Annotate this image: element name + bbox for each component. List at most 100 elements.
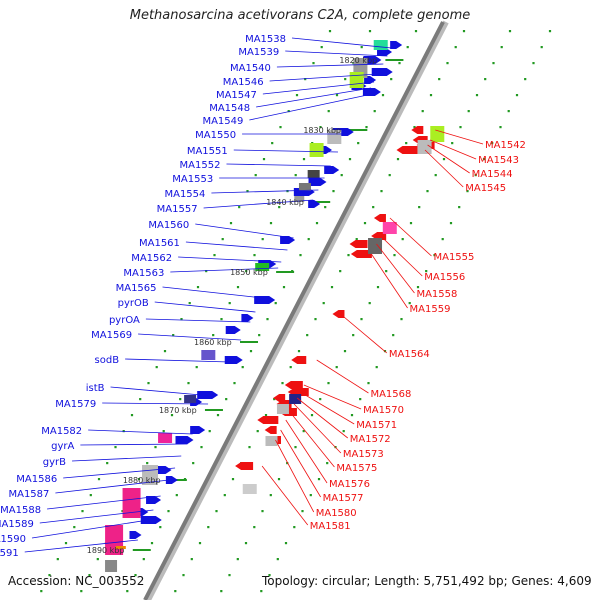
gene-label-ma1546[interactable]: MA1546 <box>223 77 264 88</box>
gene-label-ma1545[interactable]: MA1545 <box>465 183 506 194</box>
reverse-gene-arrow <box>396 146 418 154</box>
gene-label-ma1586[interactable]: MA1586 <box>16 474 57 485</box>
tick-mark <box>421 110 424 113</box>
tick-mark <box>388 174 391 177</box>
gene-label-ma1543[interactable]: MA1543 <box>478 155 519 166</box>
gene-label-gyrb[interactable]: gyrB <box>43 457 66 468</box>
gene-label-ma1587[interactable]: MA1587 <box>8 489 49 500</box>
gene-label-ma1558[interactable]: MA1558 <box>416 289 457 300</box>
gene-label-ma1576[interactable]: MA1576 <box>329 479 370 490</box>
tick-mark <box>130 414 134 417</box>
gene-label-ma1554[interactable]: MA1554 <box>164 189 205 200</box>
kbp-label: 1890 kbp <box>87 546 125 555</box>
reverse-gene-arrow <box>273 394 286 402</box>
gene-label-ma1556[interactable]: MA1556 <box>424 272 465 283</box>
gene-label-ma1540[interactable]: MA1540 <box>230 63 271 74</box>
gene-label-ma1555[interactable]: MA1555 <box>433 252 474 263</box>
gene-label-ma1570[interactable]: MA1570 <box>363 405 404 416</box>
gene-label-ma1553[interactable]: MA1553 <box>172 174 213 185</box>
gene-label-ma1577[interactable]: MA1577 <box>323 493 364 504</box>
kbp-label: 1850 kbp <box>230 268 268 277</box>
gene-block <box>255 263 270 271</box>
tick-mark <box>317 478 321 481</box>
gene-label-ma1557[interactable]: MA1557 <box>157 204 198 215</box>
gene-label-pyroa[interactable]: pyrOA <box>109 315 140 326</box>
kbp-label: 1820 kbp <box>339 56 377 65</box>
gene-label-ma1589[interactable]: MA1589 <box>0 519 34 530</box>
forward-gene-arrow <box>129 531 142 539</box>
gene-label-ma1550[interactable]: MA1550 <box>195 130 236 141</box>
gene-label-ma1575[interactable]: MA1575 <box>336 463 377 474</box>
gene-label-ma1544[interactable]: MA1544 <box>472 169 513 180</box>
tick-mark <box>154 446 157 449</box>
gene-block <box>289 394 302 404</box>
gene-label-ma1560[interactable]: MA1560 <box>148 220 189 231</box>
tick-mark <box>192 462 195 465</box>
gene-label-ma1547[interactable]: MA1547 <box>216 90 257 101</box>
reverse-gene-arrow <box>264 426 277 434</box>
gene-label-ma1568[interactable]: MA1568 <box>370 389 411 400</box>
tick-mark <box>363 222 367 225</box>
tick-mark <box>261 510 264 513</box>
gene-label-ma1562[interactable]: MA1562 <box>131 253 172 264</box>
tick-mark <box>381 94 385 97</box>
gene-label-ma1571[interactable]: MA1571 <box>356 420 397 431</box>
tick-mark <box>340 174 343 177</box>
gene-label-sodb[interactable]: sodB <box>95 355 120 366</box>
gene-label-ma1581[interactable]: MA1581 <box>310 521 351 532</box>
gene-label-ma1559[interactable]: MA1559 <box>410 304 451 315</box>
gene-block <box>430 126 445 142</box>
tick-mark <box>314 318 317 321</box>
gene-label-ma1588[interactable]: MA1588 <box>0 505 41 516</box>
gene-block <box>327 130 342 144</box>
gene-label-ma1579[interactable]: MA1579 <box>55 399 96 410</box>
tick-mark <box>532 62 535 65</box>
gene-label-ma1539[interactable]: MA1539 <box>238 47 279 58</box>
gene-label-ma1548[interactable]: MA1548 <box>209 103 250 114</box>
gene-label-ma1538[interactable]: MA1538 <box>245 34 286 45</box>
leader-line <box>296 397 349 439</box>
tick-mark <box>433 254 436 257</box>
tick-mark <box>228 302 231 305</box>
gene-label-ma1590[interactable]: MA1590 <box>0 534 26 545</box>
leader-line <box>293 403 342 454</box>
gene-label-ma1564[interactable]: MA1564 <box>389 349 430 360</box>
gene-label-istb[interactable]: istB <box>86 383 105 394</box>
gene-label-ma1565[interactable]: MA1565 <box>116 283 157 294</box>
tick-mark <box>262 158 266 161</box>
gene-label-ma1542[interactable]: MA1542 <box>485 140 526 151</box>
gene-label-ma1573[interactable]: MA1573 <box>343 449 384 460</box>
tick-mark <box>301 510 304 513</box>
gene-label-ma1552[interactable]: MA1552 <box>180 160 221 171</box>
tick-mark <box>256 430 259 433</box>
gene-label-ma1580[interactable]: MA1580 <box>316 508 357 519</box>
tick-mark <box>188 302 191 305</box>
tick-mark <box>155 366 158 369</box>
leader-line <box>178 256 282 263</box>
tick-mark <box>408 302 411 305</box>
gene-label-pyrob[interactable]: pyrOB <box>118 298 149 309</box>
leader-line <box>340 313 388 354</box>
forward-gene-arrow <box>225 326 241 334</box>
tick-mark <box>236 286 240 289</box>
gene-label-ma1572[interactable]: MA1572 <box>350 434 391 445</box>
gene-label-ma1561[interactable]: MA1561 <box>139 238 180 249</box>
tick-mark <box>97 478 101 481</box>
gene-label-ma1582[interactable]: MA1582 <box>41 426 82 437</box>
tick-mark <box>241 366 244 369</box>
gene-label-ma1551[interactable]: MA1551 <box>187 146 228 157</box>
leader-line <box>203 199 314 209</box>
tick-mark <box>236 558 239 561</box>
gene-label-gyra[interactable]: gyrA <box>51 441 74 452</box>
tick-mark <box>293 526 296 529</box>
tick-mark <box>482 158 486 161</box>
tick-mark <box>474 174 477 177</box>
gene-label-ma1549[interactable]: MA1549 <box>202 116 243 127</box>
gene-label-ma1563[interactable]: MA1563 <box>123 268 164 279</box>
forward-gene-arrow <box>190 426 206 434</box>
gene-label-ma1591[interactable]: MA1591 <box>0 548 19 559</box>
gene-block <box>265 436 278 446</box>
gene-label-ma1569[interactable]: MA1569 <box>91 330 132 341</box>
tick-mark <box>277 478 281 481</box>
